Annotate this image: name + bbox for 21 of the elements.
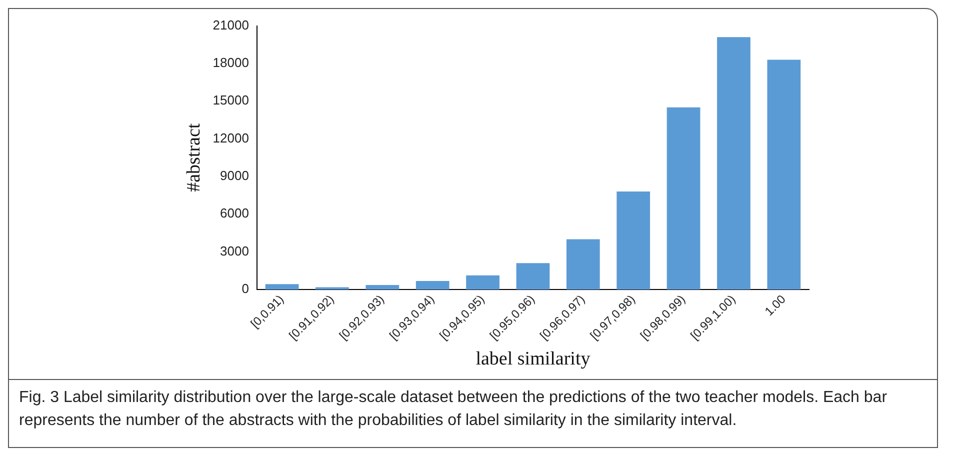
y-tick-label: 3000 (220, 243, 249, 258)
bar (717, 37, 750, 290)
y-axis-title: #abstract (183, 122, 204, 192)
y-tick-label: 12000 (212, 130, 249, 146)
bar (767, 60, 801, 290)
bar (566, 239, 600, 290)
y-tick-label: 18000 (212, 55, 249, 70)
y-tick-label: 15000 (212, 92, 249, 108)
bar (616, 192, 650, 290)
caption: Fig. 3 Label similarity distribution over the large-scale dataset between the predictions of the two teacher models. Each bar represents the number of the abstracts with the probabilities of label similarity in the similarity interval. (19, 388, 888, 431)
bar (265, 284, 299, 290)
bar (516, 263, 550, 290)
bar (366, 285, 400, 290)
x-axis-title: label similarity (476, 348, 591, 370)
bar (666, 107, 700, 290)
y-tick-label: 21000 (212, 17, 249, 32)
bar (466, 275, 500, 290)
y-tick-label: 0 (242, 281, 249, 296)
bar (416, 281, 450, 290)
y-tick-label: 9000 (220, 168, 249, 184)
y-tick-label: 6000 (220, 206, 249, 221)
